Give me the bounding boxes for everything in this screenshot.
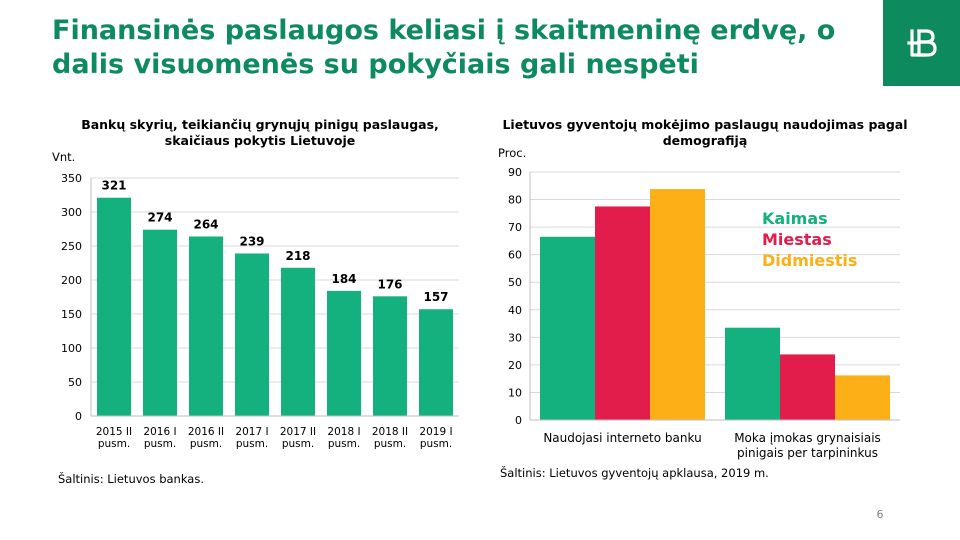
chart-1-x-tick-label: 2016 I <box>143 426 176 438</box>
chart-1-x-tick-label: 2017 I <box>235 426 268 438</box>
chart-1-data-label: 184 <box>331 272 356 286</box>
chart-1-y-tick-label: 300 <box>61 206 82 219</box>
chart-1-bar <box>326 290 362 416</box>
chart-2-y-tick-label: 20 <box>508 359 522 372</box>
chart-1-bar <box>372 296 408 416</box>
chart-1-data-label: 176 <box>377 277 402 291</box>
chart-1-x-tick-label: pusm. <box>236 438 268 450</box>
chart-2-legend-entry: Miestas <box>762 230 832 249</box>
chart-1-y-tick-label: 150 <box>61 308 82 321</box>
chart-1-data-label: 321 <box>101 179 126 193</box>
chart-2-bar-kaimas <box>725 327 780 420</box>
chart-1-x-tick-label: pusm. <box>282 438 314 450</box>
chart-1-x-tick-label: pusm. <box>190 438 222 450</box>
chart-1-y-tick-label: 200 <box>61 274 82 287</box>
chart-2-bar-miestas <box>595 206 650 420</box>
chart-2-y-tick-label: 50 <box>508 276 522 289</box>
chart-2-y-tick-label: 90 <box>508 166 522 179</box>
chart-1-x-tick-label: pusm. <box>144 438 176 450</box>
chart-1-y-tick-label: 0 <box>75 410 82 423</box>
chart-1-data-label: 264 <box>193 217 218 231</box>
chart-1-x-tick-label: pusm. <box>328 438 360 450</box>
chart-2-y-tick-label: 80 <box>508 194 522 207</box>
chart-2-plot: 0 10 20 30 40 50 60 70 80 90 Naudojasi interneto b… <box>508 166 900 460</box>
chart-1-bar <box>142 229 178 416</box>
chart-2-bar-kaimas <box>540 236 595 420</box>
chart-1-bar <box>96 197 132 416</box>
chart-1-bar <box>418 309 454 416</box>
chart-1-bar <box>234 253 270 416</box>
chart-2-x-tick-label: pinigais per tarpininkus <box>737 446 878 460</box>
chart-2-title: Lietuvos gyventojų mokėjimo paslaugų nau… <box>502 117 908 148</box>
chart-1-y-tick-label: 100 <box>61 342 82 355</box>
chart-1-x-tick-label: pusm. <box>420 438 452 450</box>
chart-2-y-tick-label: 70 <box>508 221 522 234</box>
chart-2-y-tick-label: 40 <box>508 304 522 317</box>
chart-1-bar <box>188 236 224 416</box>
chart-1-data-label: 218 <box>285 249 310 263</box>
chart-1-x-tick-label: 2018 I <box>327 426 360 438</box>
chart-2-legend-entry: Didmiestis <box>762 251 857 270</box>
bank-of-lithuania-logo-icon <box>907 29 937 57</box>
chart-2-x-tick-label: Naudojasi interneto banku <box>543 431 701 445</box>
chart-1-x-tick-label: 2018 II <box>372 426 408 438</box>
logo-tile <box>883 0 960 86</box>
chart-1-data-label: 239 <box>239 234 264 248</box>
chart-1-y-tick-label: 50 <box>68 376 82 389</box>
chart-2-bar-didmiestis <box>650 189 705 420</box>
chart-1-data-label: 157 <box>423 290 448 304</box>
chart-2-y-tick-label: 0 <box>515 414 522 427</box>
chart-1-y-tick-label: 250 <box>61 240 82 253</box>
chart-2-unit-label: Proc. <box>498 146 527 160</box>
page-number: 6 <box>876 508 884 521</box>
chart-1-title: Bankų skyrių, teikiančių grynųjų pinigų … <box>81 117 439 148</box>
chart-1-y-tick-label: 350 <box>61 172 82 185</box>
slide-title: Finansinės paslaugos keliasi į skaitmeni… <box>52 15 836 80</box>
chart-2-y-tick-label: 60 <box>508 249 522 262</box>
chart-2-legend-entry: Kaimas <box>762 209 828 228</box>
chart-1-x-tick-label: 2017 II <box>280 426 316 438</box>
chart-2-y-tick-label: 30 <box>508 331 522 344</box>
chart-1-unit-label: Vnt. <box>52 150 76 164</box>
chart-2-source: Šaltinis: Lietuvos gyventojų apklausa, 2… <box>500 466 769 480</box>
chart-1-x-tick-label: pusm. <box>374 438 406 450</box>
chart-1-data-label: 274 <box>147 211 172 225</box>
chart-2-bar-didmiestis <box>835 375 890 420</box>
chart-1-source: Šaltinis: Lietuvos bankas. <box>58 472 205 486</box>
chart-1-x-tick-label: pusm. <box>98 438 130 450</box>
chart-1-x-tick-label: 2016 II <box>188 426 224 438</box>
chart-2-bar-miestas <box>780 354 835 420</box>
chart-1-bar <box>280 267 316 416</box>
chart-2-y-tick-label: 10 <box>508 386 522 399</box>
chart-1-x-tick-label: 2019 I <box>419 426 452 438</box>
chart-2-x-tick-label: Moka įmokas grynaisiais <box>734 431 881 445</box>
chart-1-x-tick-label: 2015 II <box>96 426 132 438</box>
